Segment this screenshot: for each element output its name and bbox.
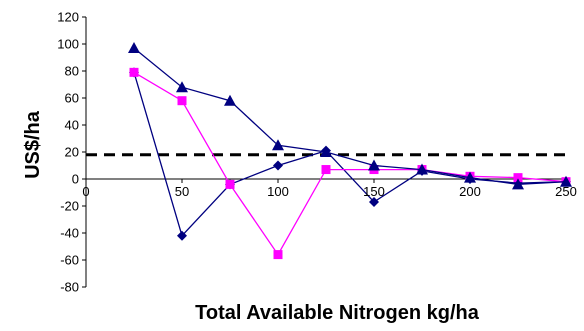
data-point-triangle: [464, 171, 476, 183]
y-tick-label: -40: [60, 226, 79, 241]
x-tick-label: 100: [267, 184, 289, 199]
y-tick-label: -20: [60, 199, 79, 214]
data-point-triangle: [512, 178, 524, 190]
series-line: [133, 47, 567, 186]
y-tick-label: 100: [57, 37, 79, 52]
y-tick-label: 60: [65, 91, 79, 106]
data-point-triangle: [128, 42, 140, 54]
x-axis-title: Total Available Nitrogen kg/ha: [195, 302, 480, 324]
y-tick-label: 120: [57, 10, 79, 25]
x-tick-label: 250: [555, 184, 577, 199]
data-point-square: [513, 173, 523, 183]
y-tick-label: 80: [65, 64, 79, 79]
data-point-square: [273, 250, 283, 260]
data-point-diamond: [273, 160, 283, 171]
series-layer: [128, 42, 572, 260]
data-point-diamond: [369, 196, 379, 207]
x-tick-label: 50: [175, 184, 189, 199]
data-point-triangle: [176, 81, 188, 93]
y-tick-label: 40: [65, 118, 79, 133]
data-point-diamond: [177, 230, 187, 241]
y-tick-label: 0: [72, 172, 79, 187]
x-tick-label: 150: [363, 184, 385, 199]
data-point-triangle: [224, 94, 236, 106]
x-tick-label: 0: [82, 184, 89, 199]
data-point-triangle: [416, 163, 428, 175]
data-point-square: [129, 67, 139, 77]
y-axis-title: US$/ha: [22, 110, 44, 179]
x-tick-label: 200: [459, 184, 481, 199]
series-triangle: [128, 42, 572, 190]
series-line: [133, 71, 567, 256]
data-point-triangle: [560, 175, 572, 187]
data-point-triangle: [368, 159, 380, 171]
data-point-square: [321, 165, 331, 175]
y-tick-label: -80: [60, 280, 79, 295]
data-point-triangle: [320, 146, 332, 157]
data-point-triangle: [272, 139, 284, 151]
y-tick-label: 20: [65, 145, 79, 160]
data-point-square: [177, 96, 187, 106]
series-square: [129, 67, 571, 260]
y-tick-label: -60: [60, 253, 79, 268]
data-point-square: [225, 179, 235, 189]
